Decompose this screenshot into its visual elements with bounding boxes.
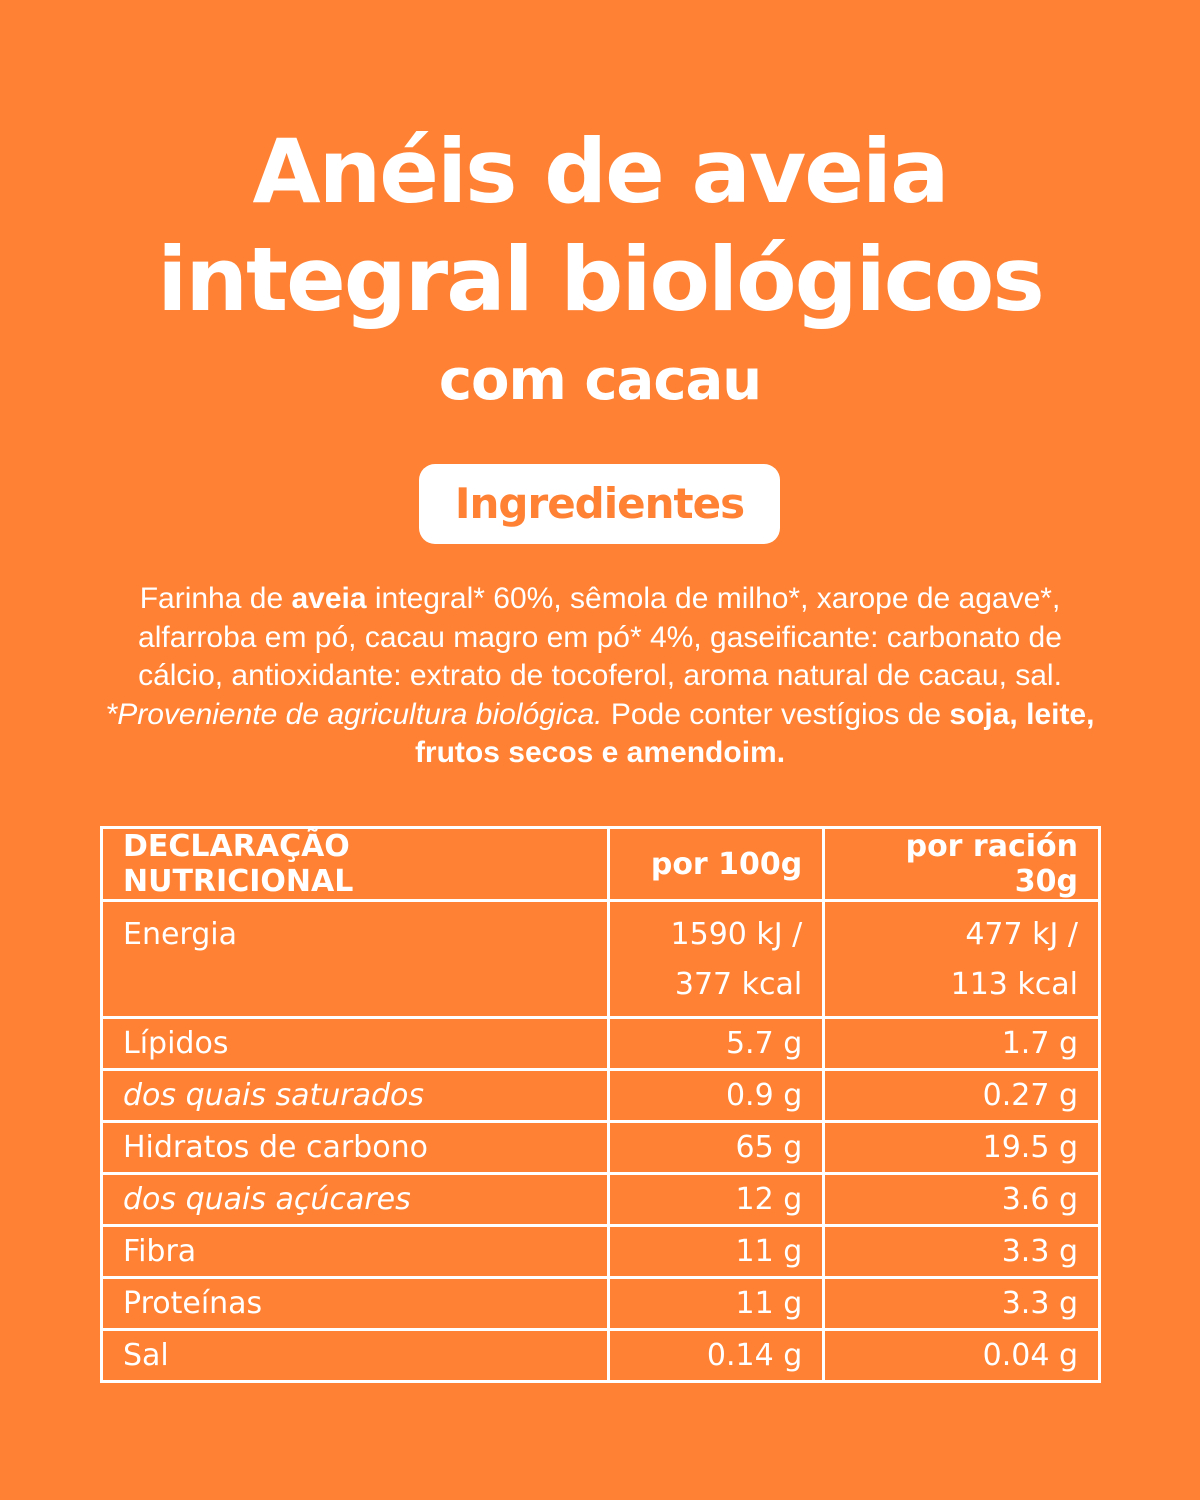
nutrient-label: Hidratos de carbono (100, 1120, 610, 1175)
title-line-1: Anéis de aveia (252, 120, 950, 223)
value-line: 11 g (735, 1286, 803, 1321)
nutrition-table: DECLARAÇÃO NUTRICIONAL por 100g por raci… (100, 826, 1101, 1383)
table-row: Lípidos 5.7 g 1.7 g (100, 1016, 1101, 1071)
value-line: 11 g (735, 1234, 803, 1269)
ingredients-segment: Pode conter vestígios de (602, 697, 950, 731)
table-row: dos quais açúcares 12 g 3.6 g (100, 1172, 1101, 1227)
value-per-100g: 11 g (606, 1276, 826, 1331)
value-line: 0.04 g (982, 1338, 1078, 1373)
header-nutrition-declaration: DECLARAÇÃO NUTRICIONAL (100, 826, 610, 902)
value-per-serving: 3.6 g (822, 1172, 1101, 1227)
ingredients-segment: integral* 60%, sêmola de milho*, xarope … (138, 582, 1062, 692)
value-line: 65 g (735, 1130, 803, 1165)
value-line: 1.7 g (1001, 1026, 1078, 1061)
value-per-100g: 1590 kJ / 377 kcal (606, 899, 826, 1019)
value-per-100g: 0.9 g (606, 1068, 826, 1123)
value-line: 3.6 g (1001, 1182, 1078, 1217)
ingredients-heading-badge: Ingredientes (419, 464, 780, 544)
value-line: 12 g (735, 1182, 803, 1217)
ingredients-segment-italic: *Proveniente de agricultura biológica. (105, 697, 603, 731)
nutrient-label: dos quais açúcares (100, 1172, 610, 1227)
nutrition-header-row: DECLARAÇÃO NUTRICIONAL por 100g por raci… (100, 826, 1101, 902)
value-line: 1590 kJ / (670, 917, 803, 952)
product-title: Anéis de aveia integral biológicos (0, 118, 1200, 334)
value-per-100g: 12 g (606, 1172, 826, 1227)
value-line: 377 kcal (674, 967, 803, 1002)
table-row: Hidratos de carbono 65 g 19.5 g (100, 1120, 1101, 1175)
value-line: 19.5 g (982, 1130, 1078, 1165)
value-line: 0.27 g (982, 1078, 1078, 1113)
value-per-serving: 19.5 g (822, 1120, 1101, 1175)
value-line: 3.3 g (1001, 1286, 1078, 1321)
value-line: 3.3 g (1001, 1234, 1078, 1269)
value-per-serving: 477 kJ / 113 kcal (822, 899, 1101, 1019)
value-per-serving: 3.3 g (822, 1224, 1101, 1279)
table-row: Proteínas 11 g 3.3 g (100, 1276, 1101, 1331)
nutrient-label: Fibra (100, 1224, 610, 1279)
ingredients-segment-bold: aveia (291, 582, 367, 615)
value-line: 477 kJ / (965, 917, 1078, 952)
nutrient-label: Lípidos (100, 1016, 610, 1071)
value-per-serving: 3.3 g (822, 1276, 1101, 1331)
title-line-2: integral biológicos (157, 228, 1045, 331)
nutrient-label: dos quais saturados (100, 1068, 610, 1123)
table-row: Energia 1590 kJ / 377 kcal 477 kJ / 113 kcal (100, 899, 1101, 1019)
value-per-serving: 0.04 g (822, 1328, 1101, 1383)
product-subtitle: com cacau (438, 348, 762, 413)
value-line: 0.14 g (706, 1338, 803, 1373)
value-per-serving: 0.27 g (822, 1068, 1101, 1123)
value-line: 113 kcal (950, 967, 1078, 1002)
header-per-serving: por ración 30g (822, 826, 1101, 902)
value-line: 0.9 g (725, 1078, 803, 1113)
nutrition-table-body: Energia 1590 kJ / 377 kcal 477 kJ / 113 kcal… (100, 899, 1101, 1383)
table-row: dos quais saturados 0.9 g 0.27 g (100, 1068, 1101, 1123)
value-per-100g: 0.14 g (606, 1328, 826, 1383)
nutrient-label: Sal (100, 1328, 610, 1383)
ingredients-text: Farinha de aveia integral* 60%, sêmola d… (100, 580, 1100, 773)
table-row: Sal 0.14 g 0.04 g (100, 1328, 1101, 1383)
value-per-100g: 65 g (606, 1120, 826, 1175)
nutrient-label: Proteínas (100, 1276, 610, 1331)
ingredients-segment: Farinha de (139, 582, 292, 615)
nutrient-label: Energia (100, 899, 610, 1019)
value-per-100g: 5.7 g (606, 1016, 826, 1071)
header-per-100g: por 100g (606, 826, 826, 902)
value-per-serving: 1.7 g (822, 1016, 1101, 1071)
value-line: 5.7 g (725, 1026, 803, 1061)
table-row: Fibra 11 g 3.3 g (100, 1224, 1101, 1279)
allergens-segment: soja, leite, frutos secos e amendoim. (414, 697, 1095, 770)
value-per-100g: 11 g (606, 1224, 826, 1279)
